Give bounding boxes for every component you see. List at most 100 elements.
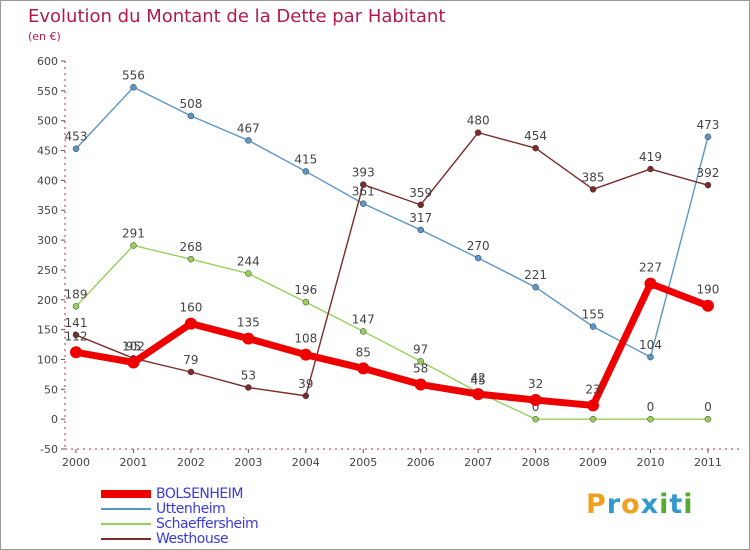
legend-label: Westhouse xyxy=(156,531,229,547)
data-point-uttenheim xyxy=(245,137,252,144)
data-label-bolsenheim: 160 xyxy=(179,301,202,315)
y-tick-label: 200 xyxy=(37,294,58,307)
data-point-uttenheim xyxy=(589,323,597,330)
data-point-westhouse xyxy=(474,129,482,136)
logo-letter: i xyxy=(659,489,670,520)
y-tick-label: 50 xyxy=(44,383,58,396)
data-label-bolsenheim: 227 xyxy=(639,261,662,275)
chart-title: Evolution du Montant de la Dette par Hab… xyxy=(28,6,446,27)
data-point-uttenheim xyxy=(647,353,654,361)
data-point-uttenheim xyxy=(532,283,539,291)
y-tick-label: 600 xyxy=(37,55,58,68)
data-point-uttenheim xyxy=(417,226,424,234)
x-tick-label: 2008 xyxy=(522,456,550,469)
series-line-westhouse xyxy=(75,131,709,397)
x-tick-label: 2007 xyxy=(464,456,492,469)
y-tick-label: 500 xyxy=(37,115,58,128)
legend-label: Uttenheim xyxy=(156,501,226,517)
data-point-bolsenheim xyxy=(701,299,714,312)
data-point-uttenheim xyxy=(704,133,712,141)
data-point-uttenheim xyxy=(130,84,137,91)
data-label-bolsenheim: 95 xyxy=(126,339,141,353)
data-label-schaeffersheim: 244 xyxy=(237,255,260,269)
data-label-uttenheim: 508 xyxy=(179,97,202,111)
data-point-uttenheim xyxy=(360,200,367,207)
data-point-westhouse xyxy=(360,181,367,188)
data-label-westhouse: 385 xyxy=(582,170,605,184)
data-label-schaeffersheim: 147 xyxy=(352,312,375,326)
data-point-schaeffersheim xyxy=(245,270,252,277)
data-point-westhouse xyxy=(417,201,424,209)
data-point-bolsenheim xyxy=(414,378,427,391)
data-label-bolsenheim: 108 xyxy=(294,332,317,346)
data-label-westhouse: 392 xyxy=(696,166,719,180)
data-label-bolsenheim: 135 xyxy=(237,316,260,330)
data-point-bolsenheim xyxy=(127,356,140,369)
data-label-uttenheim: 104 xyxy=(639,338,662,352)
y-tick-label: 550 xyxy=(37,85,58,98)
x-tick-label: 2005 xyxy=(349,456,377,469)
data-point-uttenheim xyxy=(72,145,80,152)
data-point-westhouse xyxy=(589,186,597,193)
data-label-uttenheim: 415 xyxy=(294,152,317,166)
data-label-bolsenheim: 85 xyxy=(356,345,371,359)
data-label-bolsenheim: 58 xyxy=(413,362,428,376)
data-label-westhouse: 454 xyxy=(524,129,547,143)
data-point-bolsenheim xyxy=(529,394,542,407)
x-tick-label: 2006 xyxy=(407,456,435,469)
data-label-westhouse: 419 xyxy=(639,150,662,164)
x-tick-label: 2004 xyxy=(292,456,320,469)
logo-letter: i xyxy=(683,489,694,520)
data-point-schaeffersheim xyxy=(302,298,310,306)
data-label-westhouse: 480 xyxy=(467,114,490,128)
data-label-bolsenheim: 42 xyxy=(471,371,486,385)
data-point-schaeffersheim xyxy=(647,415,654,423)
y-tick-label: 350 xyxy=(37,204,58,217)
data-label-uttenheim: 221 xyxy=(524,268,547,282)
y-tick-label: 450 xyxy=(37,145,58,158)
x-tick-label: 2009 xyxy=(579,456,607,469)
x-tick-label: 2000 xyxy=(62,456,90,469)
data-point-schaeffersheim xyxy=(417,358,424,365)
y-tick-label: -50 xyxy=(40,443,58,456)
data-label-schaeffersheim: 0 xyxy=(704,400,712,414)
data-label-uttenheim: 270 xyxy=(467,239,490,253)
y-tick-label: 400 xyxy=(37,174,58,187)
data-point-bolsenheim xyxy=(472,388,485,401)
data-label-uttenheim: 556 xyxy=(122,68,145,82)
series-line-schaeffersheim xyxy=(75,244,709,420)
data-label-bolsenheim: 23 xyxy=(585,382,600,396)
logo-letter: o xyxy=(621,489,641,520)
y-tick-label: 150 xyxy=(37,324,58,337)
data-point-westhouse xyxy=(245,384,252,391)
legend-swatch xyxy=(101,538,151,540)
data-point-westhouse xyxy=(72,331,80,339)
legend-swatch xyxy=(101,508,151,510)
data-point-schaeffersheim xyxy=(187,255,195,263)
data-point-uttenheim xyxy=(302,168,310,175)
y-tick-label: 0 xyxy=(51,413,58,426)
data-label-uttenheim: 361 xyxy=(352,185,375,199)
legend-label: Schaeffersheim xyxy=(156,516,259,532)
data-point-schaeffersheim xyxy=(360,328,367,335)
data-point-westhouse xyxy=(302,392,310,400)
data-point-westhouse xyxy=(532,144,539,152)
data-point-bolsenheim xyxy=(357,362,370,375)
data-point-schaeffersheim xyxy=(130,242,137,249)
data-label-uttenheim: 317 xyxy=(409,211,432,225)
data-label-schaeffersheim: 291 xyxy=(122,226,145,240)
data-label-westhouse: 79 xyxy=(183,353,198,367)
data-label-uttenheim: 473 xyxy=(696,118,719,132)
data-point-uttenheim xyxy=(474,254,482,262)
data-label-schaeffersheim: 45 xyxy=(471,373,486,387)
data-label-westhouse: 359 xyxy=(409,186,432,200)
data-label-schaeffersheim: 189 xyxy=(65,287,88,301)
proxiti-logo: Proxiti xyxy=(586,489,694,520)
logo-letter: x xyxy=(640,489,660,520)
data-point-westhouse xyxy=(187,368,195,376)
data-point-schaeffersheim xyxy=(532,415,539,423)
data-label-schaeffersheim: 196 xyxy=(294,283,317,297)
data-label-schaeffersheim: 0 xyxy=(647,400,655,414)
data-label-uttenheim: 453 xyxy=(65,130,88,144)
